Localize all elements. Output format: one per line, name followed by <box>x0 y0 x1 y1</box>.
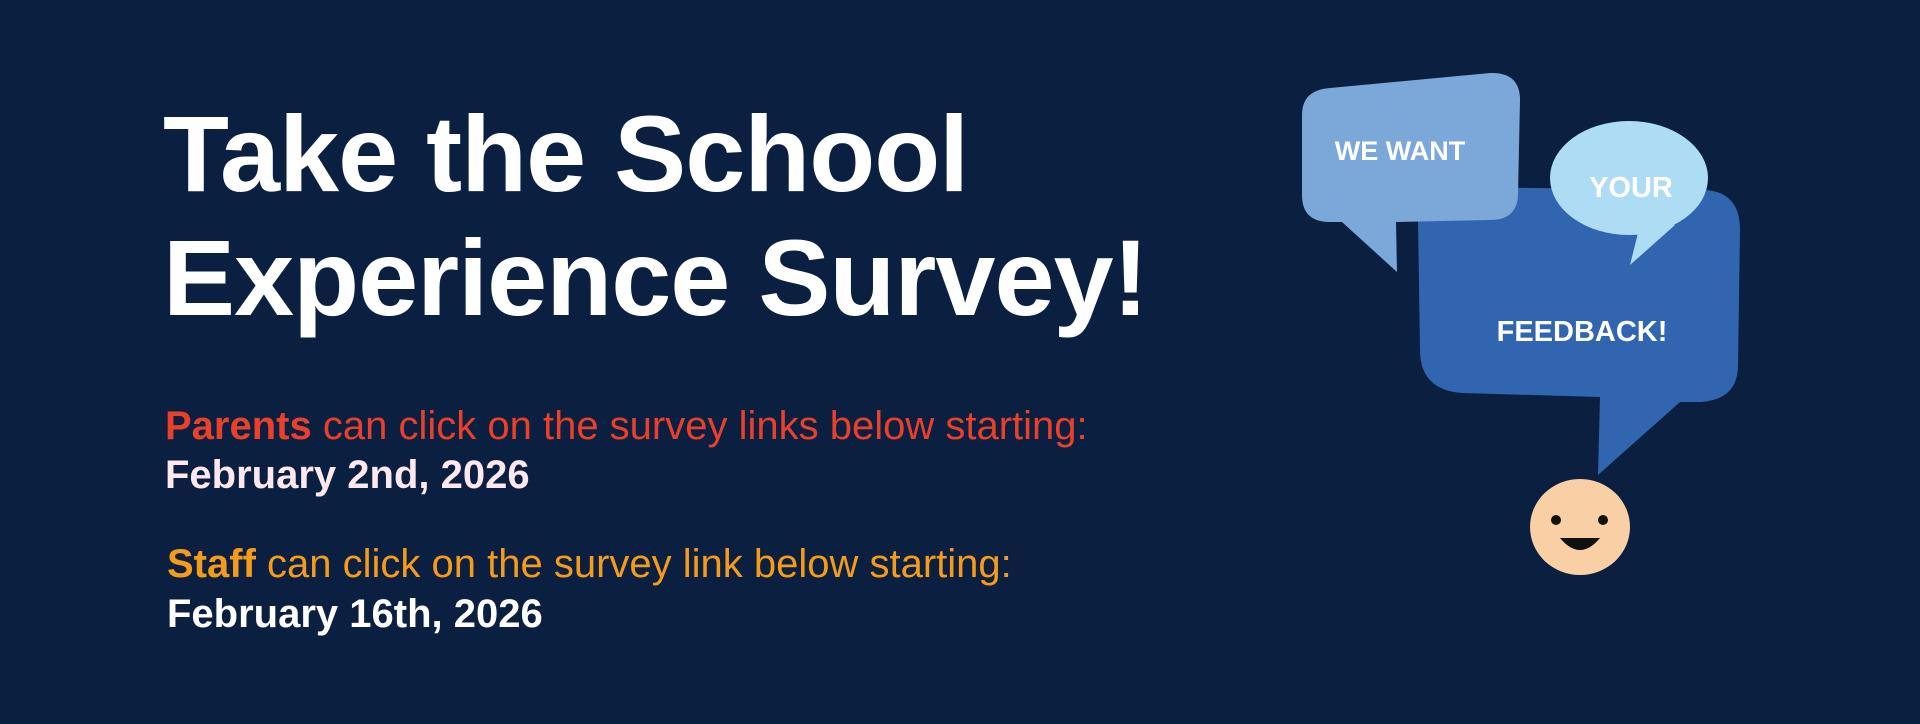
parents-notice: Parents can click on the survey links be… <box>165 404 1088 449</box>
bubble-text-your: YOUR <box>1589 172 1673 204</box>
staff-start-date: February 16th, 2026 <box>167 592 543 636</box>
staff-notice: Staff can click on the survey link below… <box>167 542 1012 587</box>
parents-text: can click on the survey links below star… <box>311 404 1088 448</box>
parents-label: Parents <box>165 404 312 448</box>
staff-text: can click on the survey link below start… <box>255 542 1012 586</box>
staff-label: Staff <box>167 542 256 586</box>
speech-bubble-feedback: FEEDBACK! <box>1418 187 1740 475</box>
title-line-2: Experience Survey! <box>163 217 1149 338</box>
speech-bubble-we-want: WE WANT <box>1302 72 1520 272</box>
speech-bubble-your: YOUR <box>1550 121 1708 265</box>
title-line-1: Take the School <box>163 93 969 214</box>
page-title: Take the School Experience Survey! <box>163 92 1149 340</box>
smiley-face-icon <box>1530 479 1630 575</box>
bubble-text-feedback: FEEDBACK! <box>1497 316 1668 348</box>
bubble-text-we-want: WE WANT <box>1335 136 1466 166</box>
parents-start-date: February 2nd, 2026 <box>165 453 530 497</box>
